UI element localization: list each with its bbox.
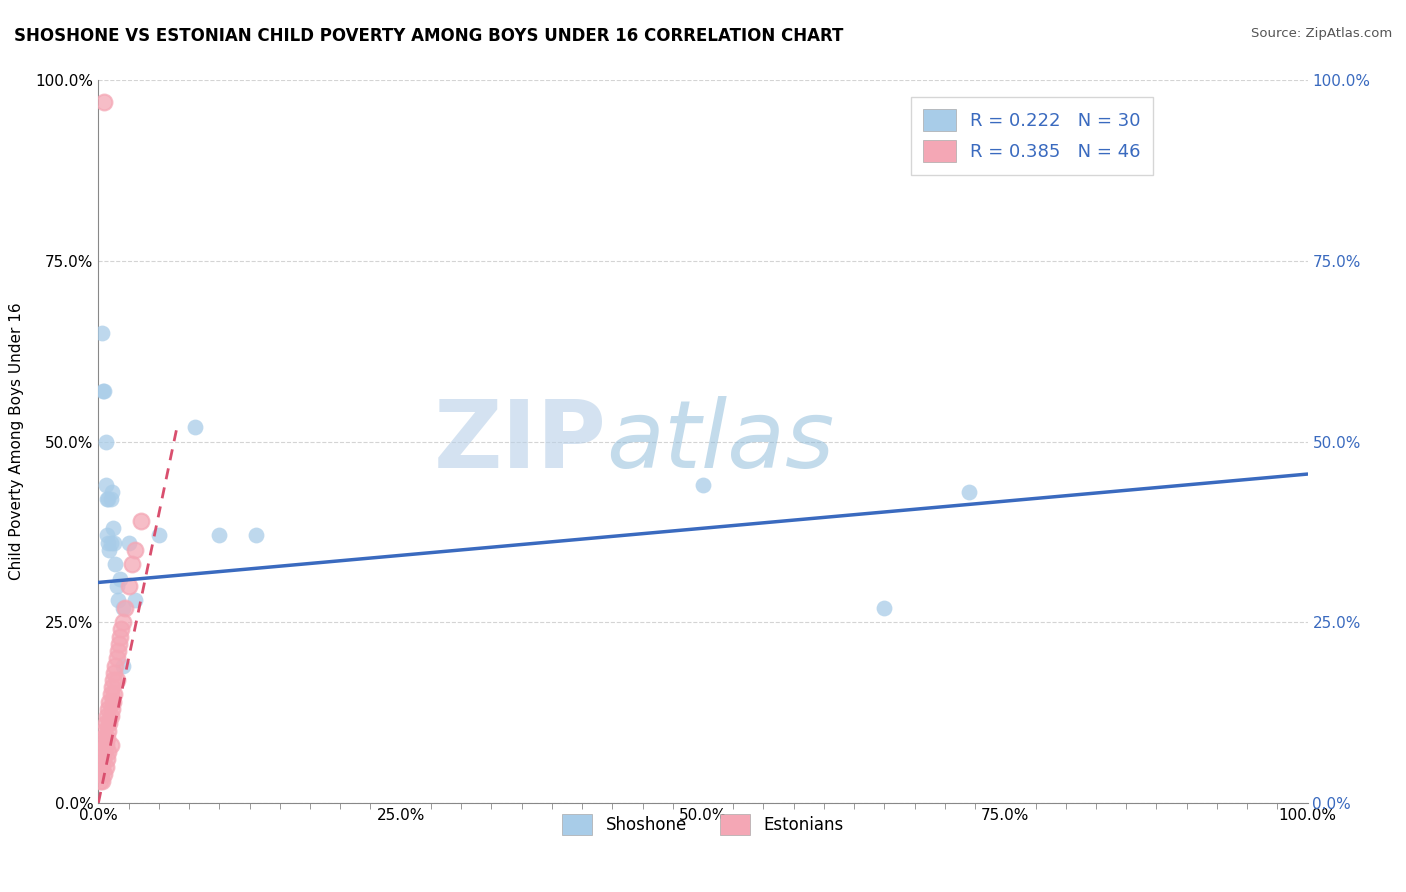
Point [94,716,117,731]
Point [93,745,115,759]
Point [98,716,121,731]
Point [94,478,117,492]
Point [111,615,134,630]
Point [96,528,118,542]
Point [108,572,131,586]
Point [101,673,124,687]
Point [93,767,115,781]
Point [245,528,267,542]
Point [100,702,122,716]
Point [105,579,128,593]
Point [100,492,122,507]
Point [100,680,122,694]
Point [91,738,114,752]
Point [90,745,112,759]
Point [103,665,125,680]
Point [91,731,114,745]
Point [93,384,115,398]
Point [89,760,111,774]
Point [90,767,112,781]
Point [121,558,143,572]
Point [118,579,141,593]
Point [98,695,121,709]
Point [97,745,120,759]
Point [97,492,120,507]
Point [108,630,131,644]
Point [111,600,134,615]
Point [100,485,122,500]
Point [692,478,714,492]
Point [91,752,114,766]
Point [94,760,117,774]
Point [96,492,118,507]
Point [93,723,115,738]
Point [148,528,170,542]
Point [98,542,121,557]
Point [124,542,146,557]
Point [96,731,118,745]
Point [105,651,128,665]
Point [208,528,231,542]
Point [129,514,152,528]
Point [103,535,125,549]
Point [91,326,114,340]
Point [94,434,117,449]
Point [103,687,125,701]
Point [93,95,115,109]
Text: atlas: atlas [606,396,835,487]
Point [107,644,129,658]
Text: ZIP: ZIP [433,395,606,488]
Point [91,760,114,774]
Point [96,752,118,766]
Point [184,420,207,434]
Point [97,702,120,716]
Point [111,658,134,673]
Text: Source: ZipAtlas.com: Source: ZipAtlas.com [1251,27,1392,40]
Point [100,687,122,701]
Point [100,535,122,549]
Point [97,535,120,549]
Point [114,600,136,615]
Point [100,738,122,752]
Point [118,535,141,549]
Point [91,384,114,398]
Point [110,623,132,637]
Point [101,521,124,535]
Point [108,637,131,651]
Point [101,695,124,709]
Point [89,774,111,789]
Point [94,738,117,752]
Point [107,593,129,607]
Point [97,723,120,738]
Point [105,673,128,687]
Point [104,658,127,673]
Y-axis label: Child Poverty Among Boys Under 16: Child Poverty Among Boys Under 16 [10,302,24,581]
Point [91,774,114,789]
Point [100,709,122,723]
Point [957,485,980,500]
Point [96,709,118,723]
Point [124,593,146,607]
Point [873,600,896,615]
Legend: Shoshone, Estonians: Shoshone, Estonians [555,808,851,841]
Point [104,558,127,572]
Text: SHOSHONE VS ESTONIAN CHILD POVERTY AMONG BOYS UNDER 16 CORRELATION CHART: SHOSHONE VS ESTONIAN CHILD POVERTY AMONG… [14,27,844,45]
